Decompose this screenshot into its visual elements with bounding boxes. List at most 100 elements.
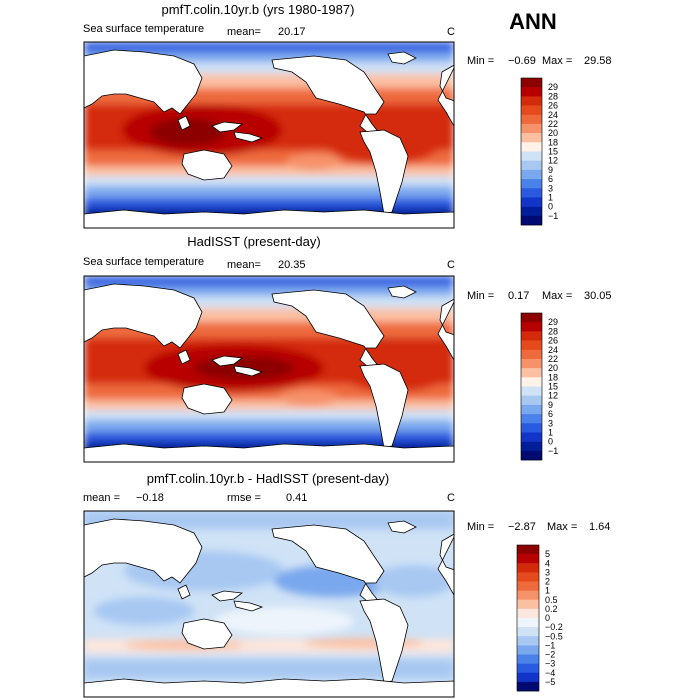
- colorbar-frame: [520, 77, 543, 226]
- colorbar-swatch: [521, 160, 542, 171]
- max-value: 29.58: [584, 55, 612, 67]
- colorbar-tick-label: 1: [545, 586, 550, 596]
- colorbar-swatch: [517, 563, 539, 573]
- variable-label: Sea surface temperature: [83, 256, 204, 268]
- colorbar-tick-label: 1: [548, 192, 553, 202]
- colorbar-tick-label: −0.2: [545, 622, 563, 632]
- colorbar-swatch: [521, 423, 542, 433]
- colorbar-tick-label: 5: [545, 549, 550, 559]
- colorbar-tick-label: 15: [548, 382, 558, 392]
- colorbar-swatch: [517, 608, 539, 619]
- colorbar-tick-label: 0.2: [545, 604, 558, 614]
- colorbar-tick-label: 6: [548, 174, 553, 184]
- units-label: C: [447, 492, 455, 504]
- rmse-label: rmse =: [227, 492, 261, 504]
- colorbar-swatch: [521, 450, 542, 461]
- colorbar-tick-label: 22: [548, 354, 558, 364]
- colorbar-swatch: [517, 654, 539, 664]
- colorbar-tick-label: −2: [545, 650, 555, 660]
- continents: [84, 518, 454, 697]
- min-label: Min =: [467, 55, 494, 67]
- colorbar-tick-label: 12: [548, 156, 558, 166]
- colorbar-tick-label: 12: [548, 391, 558, 401]
- mean-label: mean =: [83, 492, 120, 504]
- mean-label: mean=: [227, 26, 261, 38]
- colorbar-swatch: [517, 645, 539, 655]
- panel-difference: pmfT.colin.10yr.b - HadISST (present-day…: [83, 471, 610, 698]
- colorbar-swatch: [521, 441, 542, 452]
- mean-label: mean=: [227, 259, 261, 271]
- colorbar-swatch: [521, 215, 542, 226]
- colorbar-swatch: [521, 188, 542, 198]
- colorbar-swatch: [517, 572, 539, 582]
- mean-value: 20.35: [278, 259, 306, 271]
- season-label: ANN: [509, 9, 557, 34]
- colorbar-tick-label: 18: [548, 137, 558, 147]
- variable-label: Sea surface temperature: [83, 23, 204, 35]
- colorbar-tick-label: −1: [548, 211, 558, 221]
- colorbar-tick-label: −4: [545, 668, 555, 678]
- colorbar-tick-label: 24: [548, 345, 558, 355]
- colorbar-tick-label: 0: [545, 613, 550, 623]
- max-label: Max =: [542, 290, 572, 302]
- colorbar-swatch: [521, 105, 542, 116]
- colorbar-tick-label: 20: [548, 363, 558, 373]
- panel-title: pmfT.colin.10yr.b (yrs 1980-1987): [162, 2, 355, 17]
- colorbar-frame: [520, 312, 543, 461]
- colorbar-swatch: [521, 368, 542, 378]
- continents: [84, 49, 454, 228]
- units-label: C: [447, 26, 455, 38]
- colorbar-swatch: [517, 554, 539, 564]
- colorbar-tick-label: 20: [548, 128, 558, 138]
- map-field: [83, 510, 455, 698]
- colorbar-tick-label: 3: [548, 183, 553, 193]
- colorbar-tick-label: 26: [548, 101, 558, 111]
- max-value: 30.05: [584, 290, 612, 302]
- min-value: −2.87: [508, 521, 536, 533]
- colorbar-tick-label: 29: [548, 317, 558, 327]
- colorbar-tick-label: 22: [548, 119, 558, 129]
- colorbar-swatch: [521, 340, 542, 351]
- colorbar-swatch: [521, 78, 542, 88]
- colorbar-tick-label: −1: [545, 640, 555, 650]
- colorbar-tick-label: 18: [548, 372, 558, 382]
- min-value: 0.17: [508, 290, 529, 302]
- colorbar-swatch: [521, 414, 542, 424]
- colorbar-swatch: [521, 206, 542, 217]
- colorbar-swatch: [521, 87, 542, 97]
- colorbar-tick-label: 9: [548, 400, 553, 410]
- colorbar-swatch: [517, 618, 539, 628]
- panel-title: HadISST (present-day): [187, 234, 320, 249]
- colorbar-tick-label: −1: [548, 446, 558, 456]
- colorbar-swatch: [521, 96, 542, 106]
- colorbar-tick-label: 0.5: [545, 595, 558, 605]
- max-label: Max =: [547, 521, 577, 533]
- colorbar-swatch: [521, 313, 542, 323]
- colorbar-tick-label: 28: [548, 91, 558, 101]
- colorbar-tick-label: 6: [548, 409, 553, 419]
- colorbar-swatch: [521, 404, 542, 415]
- colorbar-swatch: [521, 123, 542, 134]
- colorbar-swatch: [517, 545, 539, 555]
- colorbar-swatch: [517, 590, 539, 601]
- colorbar-swatch: [521, 349, 542, 360]
- panel-model: pmfT.colin.10yr.b (yrs 1980-1987) Sea su…: [83, 2, 612, 229]
- colorbar-tick-label: −3: [545, 659, 555, 669]
- map-frame: [83, 510, 455, 698]
- mean-value: 20.17: [278, 26, 306, 38]
- colorbar-swatch: [521, 432, 542, 442]
- colorbar-swatch: [521, 151, 542, 161]
- max-label: Max =: [542, 55, 572, 67]
- colorbar-swatch: [517, 681, 539, 692]
- colorbar-tick-label: 3: [545, 567, 550, 577]
- colorbar-tick-label: 24: [548, 110, 558, 120]
- colorbar-tick-label: 0: [548, 437, 553, 447]
- map-field: [83, 275, 455, 463]
- min-value: −0.69: [508, 55, 536, 67]
- panel-title: pmfT.colin.10yr.b - HadISST (present-day…: [147, 471, 390, 486]
- colorbar-swatch: [521, 322, 542, 332]
- rmse-value: 0.41: [286, 492, 307, 504]
